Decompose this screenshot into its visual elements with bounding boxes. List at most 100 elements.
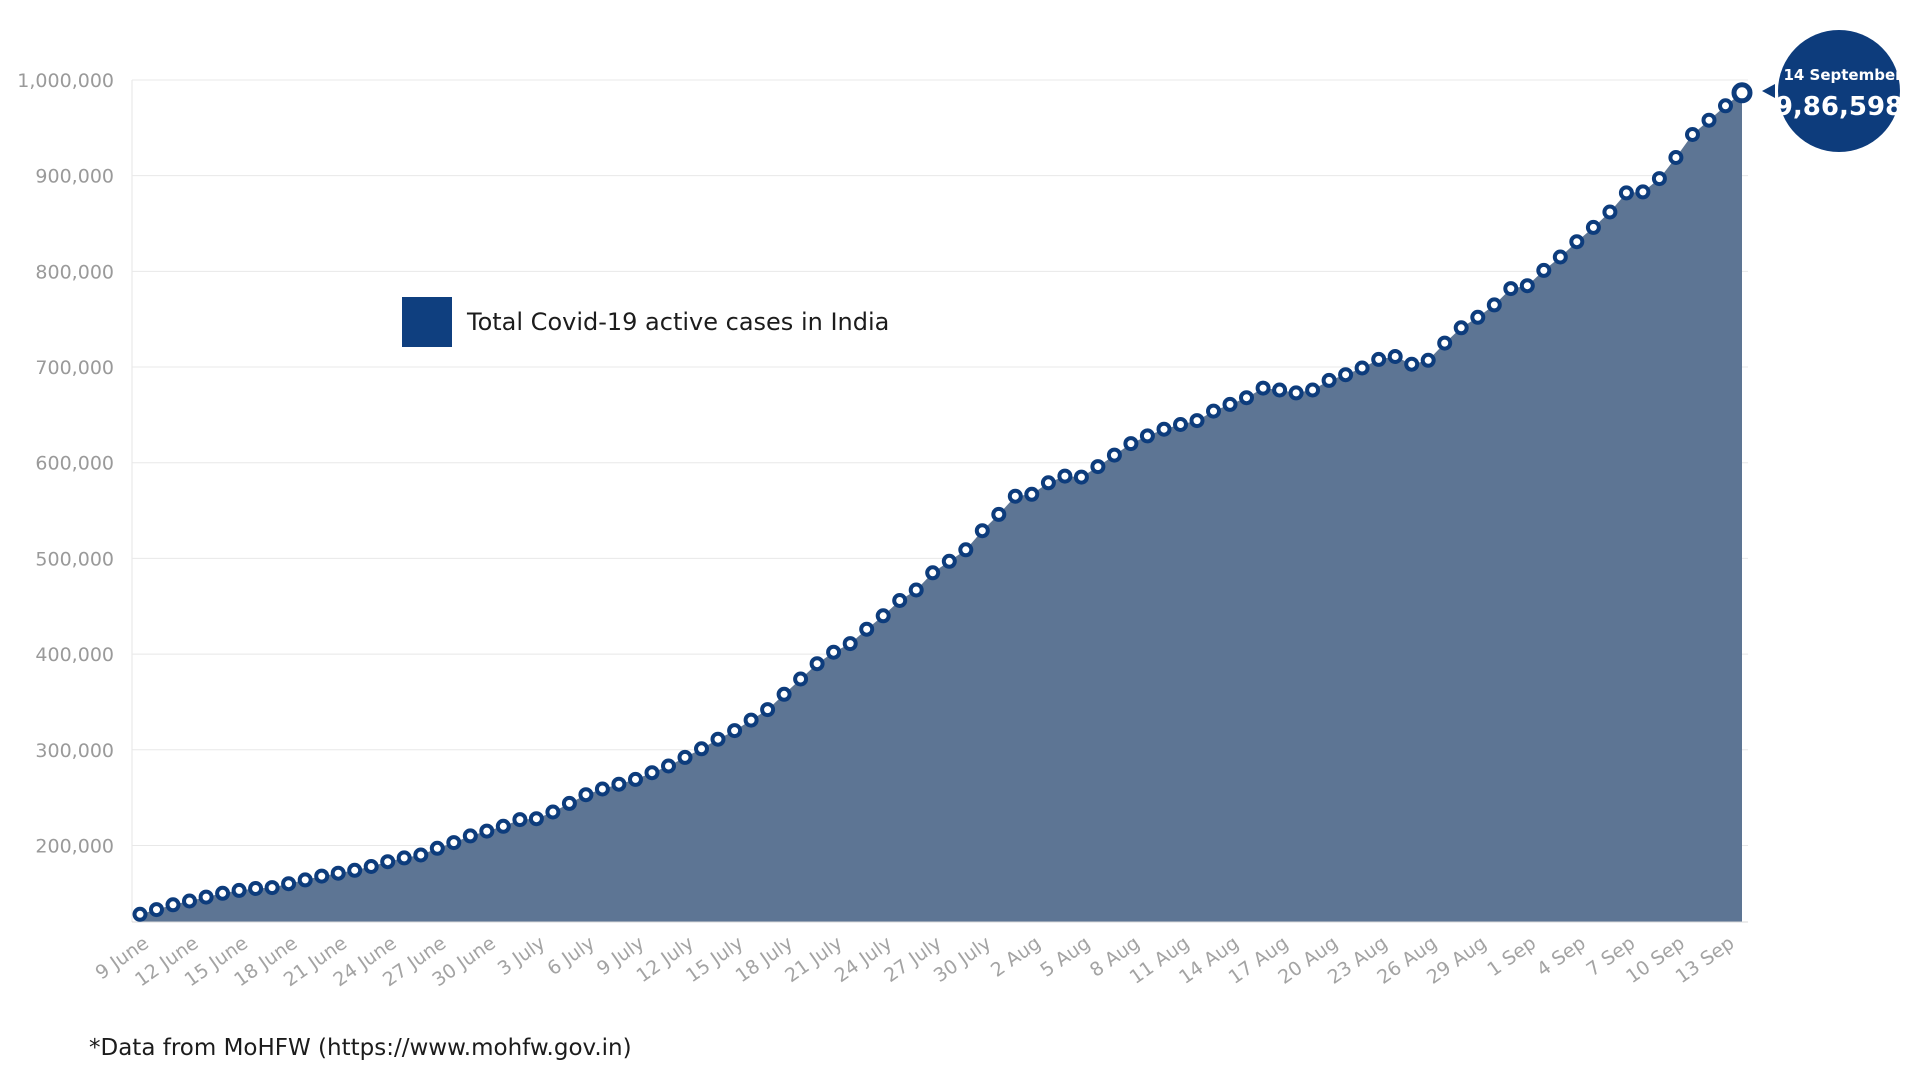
data-point: [413, 847, 429, 863]
data-point: [958, 542, 974, 558]
y-tick-label: 800,000: [35, 261, 114, 283]
data-point: [826, 644, 842, 660]
data-point: [1618, 185, 1634, 201]
data-point: [1651, 171, 1667, 187]
data-point: [1255, 380, 1271, 396]
data-point: [1189, 413, 1205, 429]
data-point: [694, 741, 709, 757]
data-point: [1288, 385, 1304, 401]
data-point: [231, 882, 247, 898]
data-point: [974, 523, 990, 539]
data-point: [611, 776, 627, 792]
data-point: [1718, 98, 1733, 114]
data-point: [842, 636, 858, 652]
legend-swatch: [402, 297, 452, 347]
data-point: [644, 765, 660, 781]
data-point: [264, 880, 280, 896]
data-point: [727, 723, 743, 739]
data-point: [710, 731, 726, 747]
cases-area: [140, 92, 1742, 923]
data-point: [1536, 262, 1552, 278]
data-point: [429, 840, 445, 856]
callout-pointer: [1762, 84, 1775, 98]
y-tick-label: 500,000: [35, 548, 114, 570]
data-point: [1156, 421, 1172, 437]
data-point: [991, 506, 1007, 522]
data-point: [132, 906, 148, 922]
data-point: [1404, 356, 1420, 372]
data-point: [561, 795, 577, 811]
data-point: [793, 671, 809, 687]
y-tick-label: 700,000: [35, 357, 114, 379]
latest-value-callout: 14 September 9,86,598: [1762, 30, 1903, 152]
data-point: [1437, 335, 1453, 351]
data-point: [1701, 112, 1717, 128]
data-point: [198, 889, 214, 905]
x-tick-label: 2 Aug: [987, 932, 1045, 982]
y-tick-label: 900,000: [35, 166, 114, 188]
data-point: [182, 893, 197, 909]
x-tick-label: 4 Sep: [1533, 932, 1590, 981]
data-point: [281, 876, 297, 892]
data-point: [809, 656, 825, 672]
y-tick-label: 300,000: [35, 740, 114, 762]
data-point: [495, 818, 511, 834]
legend-label: Total Covid-19 active cases in India: [466, 308, 889, 336]
data-point: [875, 608, 891, 624]
data-point: [347, 862, 363, 878]
data-points: [132, 82, 1753, 922]
data-point: [1371, 351, 1387, 367]
y-axis-ticks: 200,000 300,000 400,000 500,000 600,000 700,0…: [17, 70, 114, 857]
data-point: [1585, 219, 1601, 235]
data-point: [297, 872, 313, 888]
data-point: [380, 854, 396, 870]
data-point: [1139, 428, 1155, 444]
data-point: [314, 868, 330, 884]
data-point: [396, 850, 412, 866]
data-point: [1106, 447, 1122, 463]
x-tick-label: 6 July: [543, 932, 598, 980]
data-point: [661, 758, 676, 774]
data-point: [1338, 367, 1354, 383]
data-point: [1123, 436, 1139, 452]
x-tick-label: 5 Aug: [1036, 932, 1094, 982]
callout-value: 9,86,598: [1775, 92, 1903, 122]
data-point: [1470, 309, 1486, 325]
data-point: [1321, 372, 1337, 388]
gridlines: [131, 79, 1748, 922]
data-point: [363, 859, 379, 874]
x-tick-label: 30 July: [930, 932, 995, 987]
x-tick-label: 3 July: [494, 932, 549, 980]
data-point: [1206, 403, 1221, 419]
data-point: [892, 593, 908, 608]
data-point: [1007, 488, 1023, 504]
data-point: [215, 885, 231, 901]
data-point: [1090, 459, 1106, 475]
data-point: [743, 712, 759, 728]
data-point: [165, 897, 181, 913]
data-point: [1602, 204, 1618, 220]
data-point: [908, 582, 924, 598]
data-point: [1073, 469, 1089, 485]
y-tick-label: 600,000: [35, 453, 114, 475]
data-point: [1354, 360, 1370, 376]
data-point: [462, 828, 478, 844]
data-point: [1668, 150, 1684, 165]
callout-date: 14 September: [1783, 66, 1903, 84]
data-point: [578, 787, 594, 803]
data-point: [925, 565, 941, 581]
data-point: [479, 823, 495, 839]
data-point: [1305, 382, 1321, 398]
data-point: [1222, 396, 1238, 412]
data-point: [1387, 349, 1403, 364]
data-point: [1486, 297, 1502, 313]
data-point: [1024, 486, 1040, 502]
source-note: *Data from MoHFW (https://www.mohfw.gov.…: [89, 1035, 632, 1061]
y-tick-label: 1,000,000: [17, 70, 114, 92]
data-point: [677, 749, 693, 765]
data-point: [1503, 281, 1519, 297]
data-point: [512, 812, 528, 828]
data-point: [1420, 352, 1436, 368]
data-point: [248, 881, 264, 896]
